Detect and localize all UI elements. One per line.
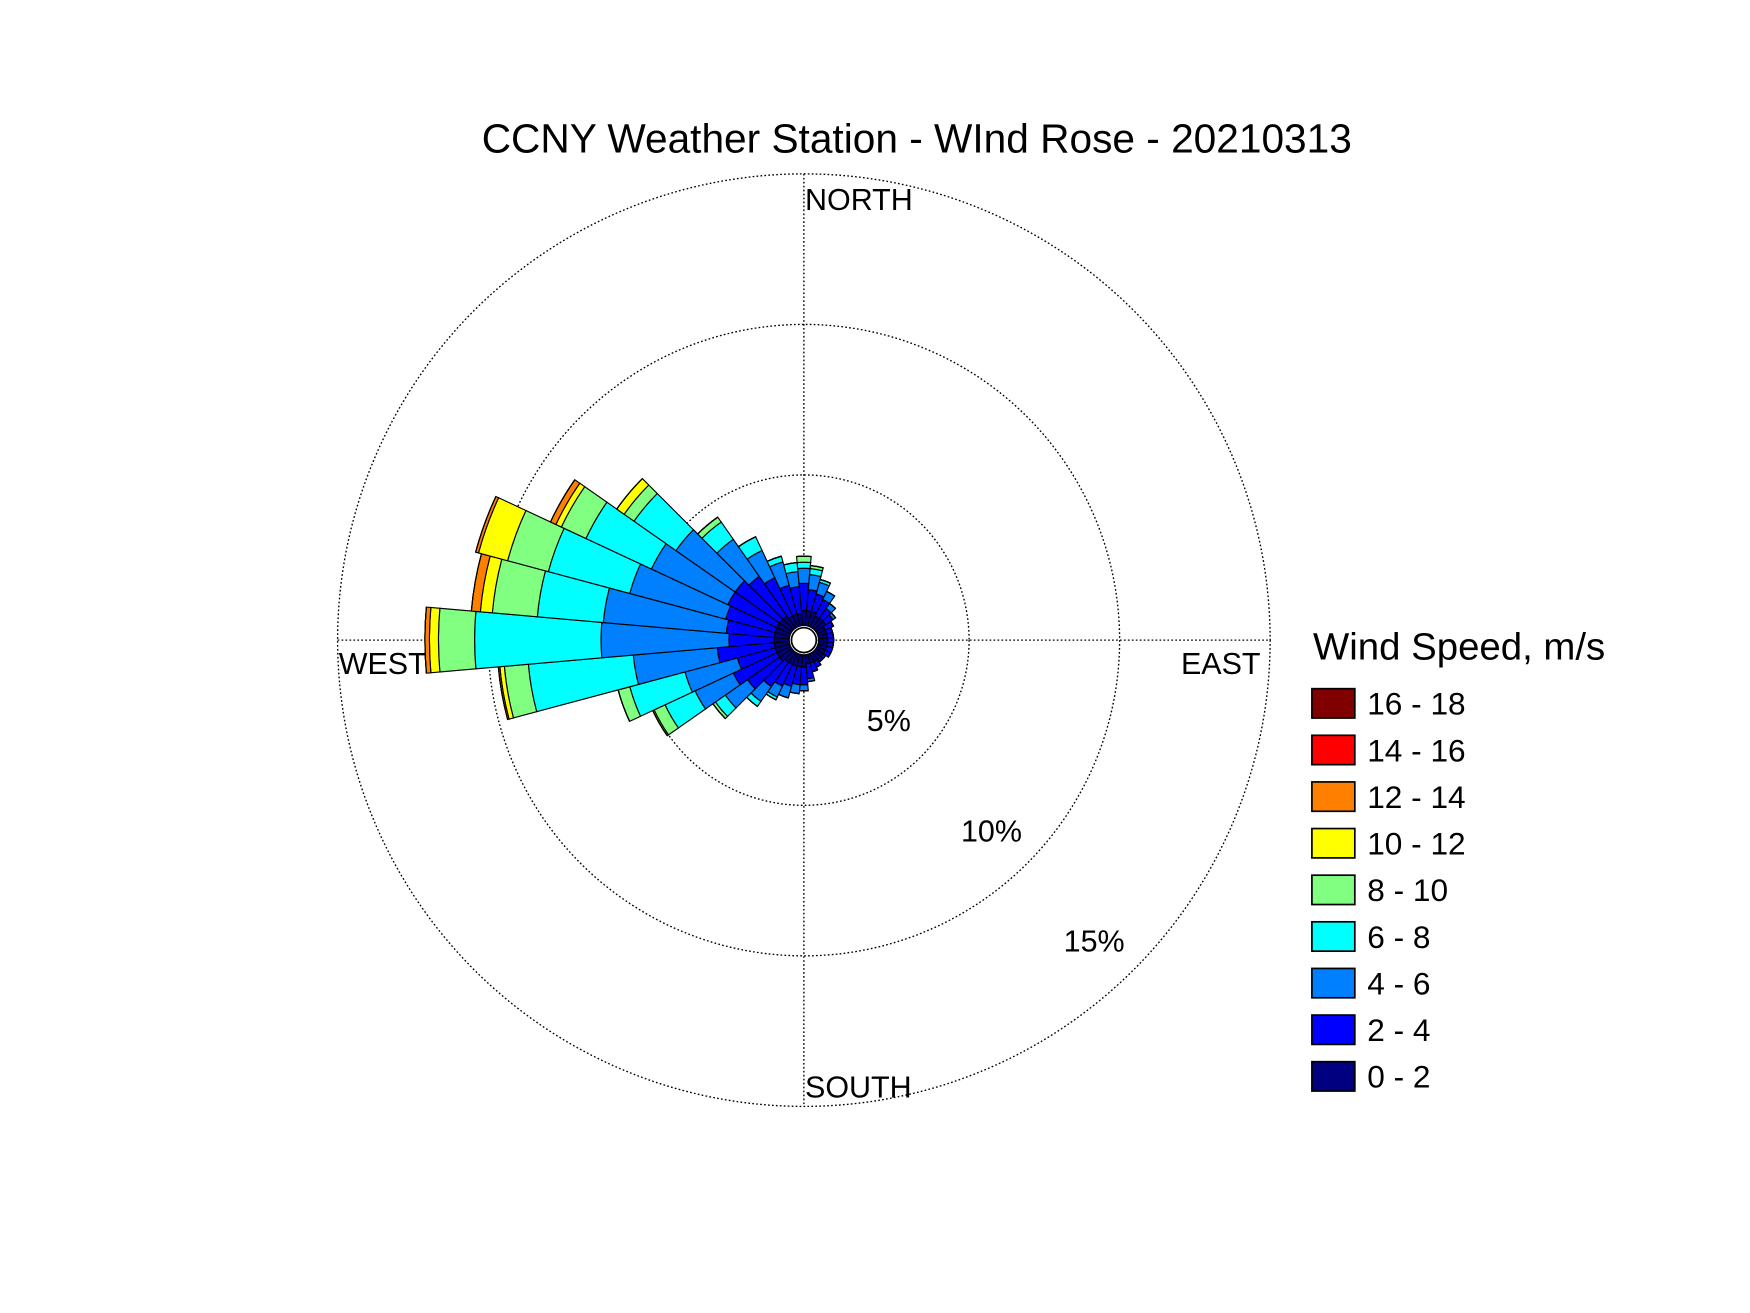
grid-ring (336, 173, 1271, 1108)
wedge (424, 607, 427, 674)
legend-label: 0 - 2 (1367, 1059, 1430, 1095)
legend-swatch (1311, 827, 1356, 859)
r-tick-label: 10% (961, 814, 1022, 848)
legend-label: 6 - 8 (1367, 919, 1430, 955)
wedge (795, 555, 812, 564)
legend-title: Wind Speed, m/s (1313, 625, 1605, 668)
legend: 0 - 2 2 - 4 4 - 6 6 - 8 8 - 10 10 - 12 12 - 14… (1311, 686, 1466, 1095)
r-tick-label: 5% (867, 704, 911, 738)
wedge (428, 606, 441, 674)
r-tick-label: 15% (1064, 924, 1125, 958)
wedge (475, 496, 497, 553)
wedges (424, 477, 837, 737)
direction-label: WEST (339, 647, 427, 681)
legend-swatch (1311, 687, 1356, 719)
wedge (796, 567, 811, 585)
direction-label: EAST (1181, 647, 1261, 681)
legend-swatch (1311, 967, 1356, 999)
wedge (810, 564, 824, 569)
wedge (766, 555, 782, 562)
legend-swatch (1311, 1060, 1356, 1092)
legend-swatch (1311, 874, 1356, 906)
wedge (826, 590, 836, 597)
legend-label: 14 - 16 (1367, 732, 1465, 768)
legend-label: 10 - 12 (1367, 826, 1465, 862)
wedge (437, 607, 477, 673)
legend-swatch (1311, 1014, 1356, 1046)
wedge (830, 621, 835, 627)
wedge (783, 561, 798, 566)
legend-label: 4 - 6 (1367, 965, 1430, 1001)
chart-title: CCNY Weather Station - WInd Rose - 20210… (482, 115, 1352, 161)
legend-swatch (1311, 781, 1356, 813)
hub (790, 626, 818, 654)
legend-label: 12 - 14 (1367, 779, 1465, 815)
legend-swatch (1311, 734, 1356, 766)
legend-label: 2 - 4 (1367, 1012, 1430, 1048)
wedge (827, 652, 832, 658)
wedge (697, 516, 719, 535)
wedge (798, 684, 809, 692)
direction-label: SOUTH (805, 1070, 912, 1104)
wedge (830, 612, 837, 619)
legend-label: 8 - 10 (1367, 872, 1448, 908)
direction-label: NORTH (805, 183, 913, 217)
legend-swatch (1311, 920, 1356, 953)
wedge (796, 561, 812, 570)
legend-label: 16 - 18 (1367, 686, 1465, 722)
